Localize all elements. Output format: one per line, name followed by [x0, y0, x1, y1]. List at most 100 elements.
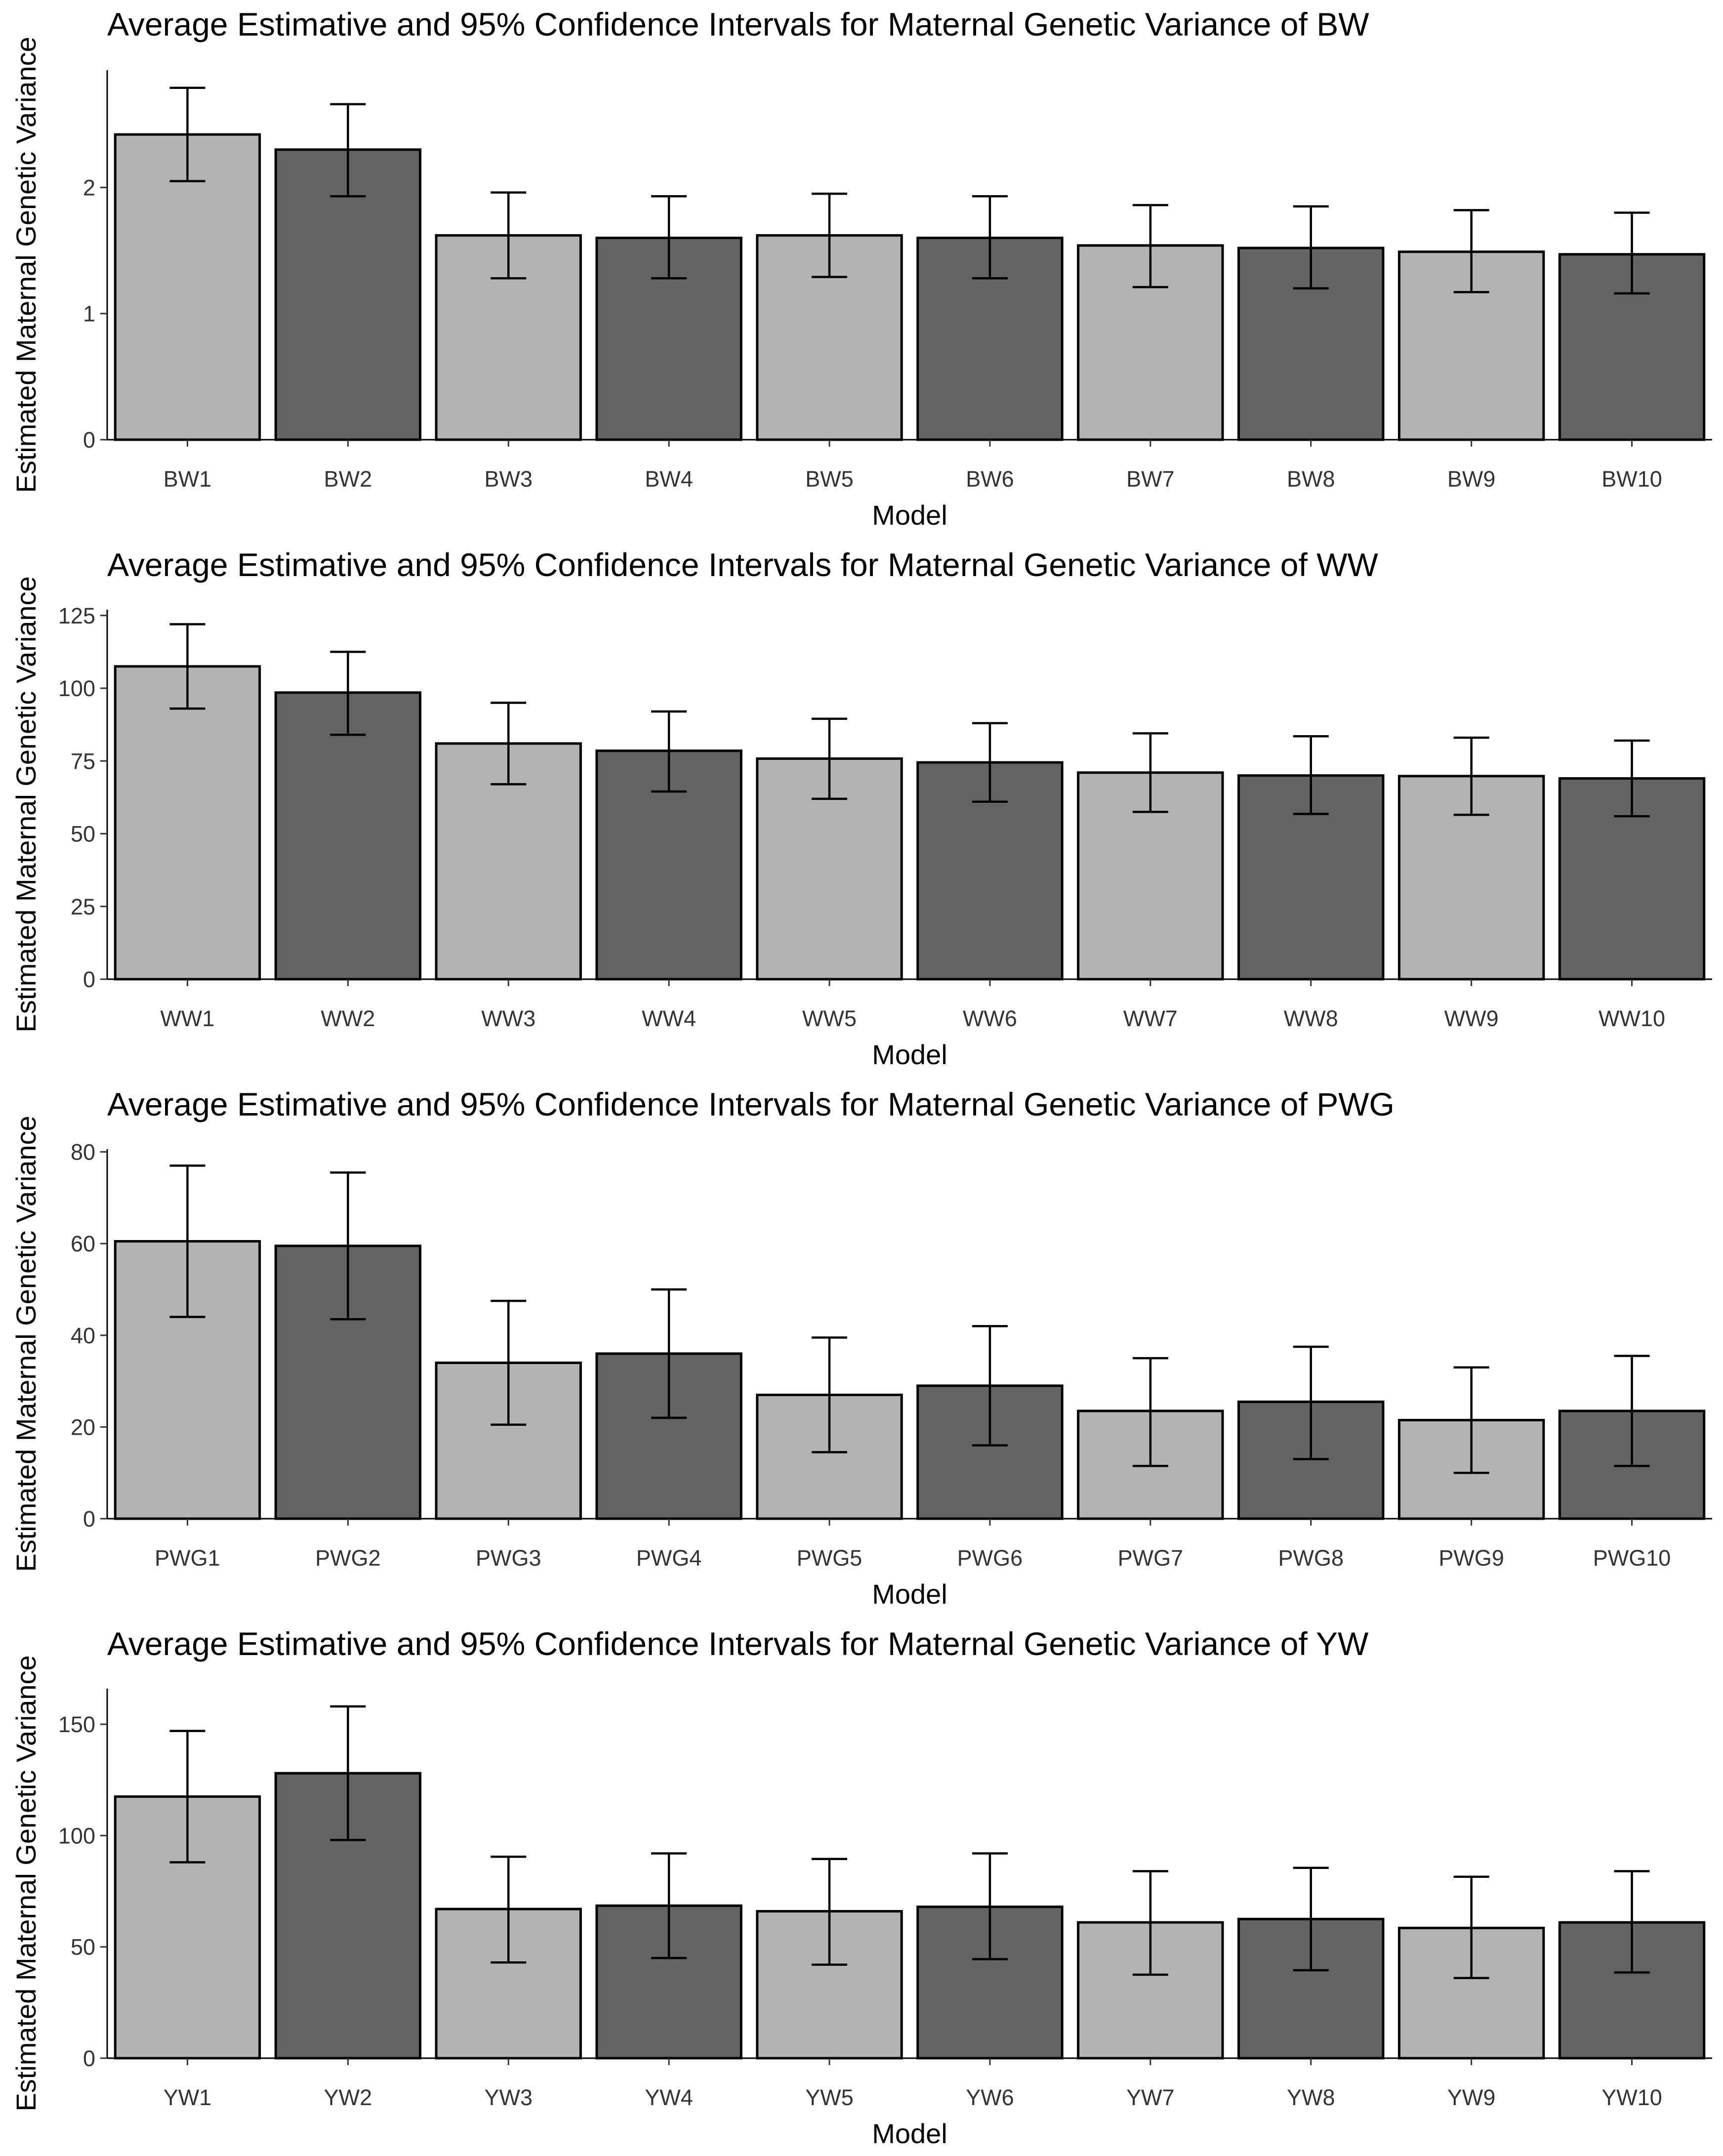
error-bar-BW2: [330, 103, 366, 198]
error-bar-PWG7: [1132, 1357, 1168, 1467]
error-bar-PWG9: [1453, 1366, 1489, 1474]
error-bar-YW10: [1614, 1870, 1650, 1974]
x-tick-label: BW5: [805, 466, 854, 492]
bar-WW7: [1077, 771, 1224, 981]
y-tick-label: 0: [83, 427, 95, 453]
error-bar-PWG2: [330, 1171, 366, 1321]
x-tick-label: YW2: [324, 2085, 372, 2110]
error-bar-BW4: [651, 195, 687, 280]
error-bar-BW1: [169, 86, 205, 182]
x-axis-title: Model: [872, 1578, 947, 1610]
bar-BW2: [274, 148, 422, 441]
error-bar-YW3: [491, 1855, 527, 1964]
error-bar-YW7: [1132, 1870, 1168, 1976]
y-tick-label: 125: [58, 603, 95, 628]
error-bar-BW9: [1453, 209, 1489, 293]
x-tick-label: WW6: [963, 1006, 1017, 1031]
x-tick-label: WW3: [481, 1006, 535, 1031]
chart-panel-3: Average Estimative and 95% Confidence In…: [10, 1086, 1712, 1610]
y-tick-label: 100: [58, 1823, 95, 1848]
y-axis-title: Estimated Maternal Genetic Variance: [10, 37, 41, 493]
x-tick-label: YW3: [484, 2085, 533, 2110]
chart-panel-1: Average Estimative and 95% Confidence In…: [10, 6, 1712, 531]
error-bar-PWG3: [491, 1299, 527, 1426]
y-tick-label: 0: [83, 2046, 95, 2071]
error-bar-WW9: [1453, 736, 1489, 816]
error-bar-WW7: [1132, 732, 1168, 813]
y-tick-label: 50: [71, 1935, 95, 1960]
y-axis-title: Estimated Maternal Genetic Variance: [10, 1655, 41, 2111]
y-tick-label: 0: [83, 1506, 95, 1532]
error-bar-BW8: [1293, 205, 1329, 290]
y-tick-label: 25: [71, 894, 95, 919]
bar-WW2: [274, 691, 422, 981]
error-bar-WW5: [812, 717, 848, 800]
error-bar-YW5: [812, 1858, 848, 1966]
error-bar-YW8: [1293, 1866, 1329, 1972]
bar-BW1: [114, 133, 261, 441]
error-bar-PWG1: [169, 1164, 205, 1318]
x-tick-label: YW10: [1601, 2085, 1662, 2110]
bar-YW10: [1558, 1921, 1706, 2060]
y-tick-label: 100: [58, 676, 95, 701]
x-tick-label: PWG7: [1118, 1545, 1184, 1571]
error-bar-WW1: [169, 623, 205, 710]
x-tick-label: YW6: [966, 2085, 1014, 2110]
error-bar-PWG5: [812, 1336, 848, 1453]
error-bar-YW6: [972, 1852, 1008, 1960]
error-bar-BW6: [972, 195, 1008, 280]
y-tick-label: 60: [71, 1231, 95, 1256]
chart-panel-4: Average Estimative and 95% Confidence In…: [10, 1625, 1712, 2149]
error-bar-BW5: [812, 192, 848, 278]
x-tick-label: WW8: [1284, 1006, 1338, 1031]
x-tick-label: BW4: [645, 466, 693, 492]
x-tick-label: WW2: [321, 1006, 375, 1031]
y-tick-label: 150: [58, 1712, 95, 1737]
x-tick-label: YW4: [645, 2085, 693, 2110]
x-tick-label: PWG2: [315, 1545, 381, 1571]
x-tick-label: WW1: [160, 1006, 214, 1031]
y-tick-label: 2: [83, 175, 95, 200]
x-tick-label: PWG8: [1278, 1545, 1344, 1571]
y-axis-title: Estimated Maternal Genetic Variance: [10, 576, 41, 1032]
x-tick-label: BW7: [1126, 466, 1175, 492]
error-bar-BW3: [491, 191, 527, 280]
error-bar-BW10: [1614, 211, 1650, 295]
bar-WW1: [114, 665, 261, 981]
x-tick-label: PWG10: [1593, 1545, 1671, 1571]
x-tick-label: WW10: [1599, 1006, 1665, 1031]
chart-title: Average Estimative and 95% Confidence In…: [107, 1625, 1369, 1662]
x-tick-label: BW9: [1447, 466, 1496, 492]
x-axis-title: Model: [872, 2118, 947, 2149]
x-tick-label: PWG4: [636, 1545, 702, 1571]
y-axis-title: Estimated Maternal Genetic Variance: [10, 1116, 41, 1572]
x-axis-title: Model: [872, 499, 947, 531]
y-tick-label: 50: [71, 822, 95, 847]
error-bar-PWG4: [651, 1288, 687, 1419]
y-tick-label: 80: [71, 1140, 95, 1165]
y-tick-label: 1: [83, 301, 95, 327]
bar-PWG3: [435, 1361, 582, 1520]
error-bar-WW10: [1614, 739, 1650, 818]
x-tick-label: PWG3: [476, 1545, 541, 1571]
error-bar-YW2: [330, 1705, 366, 1841]
x-tick-label: PWG6: [957, 1545, 1023, 1571]
x-tick-label: BW6: [966, 466, 1014, 492]
x-tick-label: WW5: [802, 1006, 857, 1031]
x-tick-label: BW10: [1601, 466, 1662, 492]
chart-title: Average Estimative and 95% Confidence In…: [107, 6, 1369, 42]
error-bar-YW4: [651, 1852, 687, 1959]
x-tick-label: BW1: [164, 466, 212, 492]
x-tick-label: WW4: [642, 1006, 696, 1031]
error-bar-PWG8: [1293, 1345, 1329, 1460]
x-tick-label: BW3: [484, 466, 533, 492]
error-bar-WW2: [330, 651, 366, 736]
error-bar-WW8: [1293, 735, 1329, 815]
y-tick-label: 75: [71, 748, 95, 774]
x-tick-label: YW8: [1287, 2085, 1335, 2110]
error-bar-BW7: [1132, 204, 1168, 289]
x-tick-label: PWG5: [797, 1545, 862, 1571]
x-tick-label: WW9: [1444, 1006, 1499, 1031]
chart-title: Average Estimative and 95% Confidence In…: [107, 546, 1378, 583]
